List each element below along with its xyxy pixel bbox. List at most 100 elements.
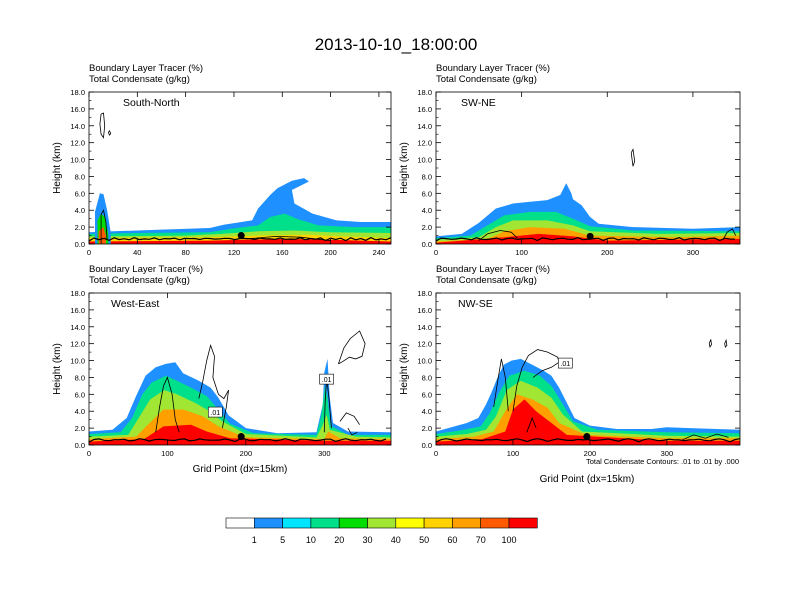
plot-area: .01 <box>436 338 740 445</box>
y-tick-label: 2.0 <box>422 424 432 433</box>
panel-title-line-2: Total Condensate (g/kg) <box>89 74 190 85</box>
panel-title-line-1: Boundary Layer Tracer (%) <box>89 63 203 74</box>
y-axis-label: Height (km) <box>52 343 63 395</box>
condensate-contour-4 <box>724 338 728 348</box>
x-tick-label: 300 <box>687 248 700 257</box>
colorbar-label-4: 30 <box>362 535 372 545</box>
y-axis-label: Height (km) <box>52 142 63 194</box>
y-tick-label: 6.0 <box>422 189 432 198</box>
y-tick-label: 14.0 <box>70 122 85 131</box>
panel-label: South-North <box>123 97 180 109</box>
panel-nw-se: Boundary Layer Tracer (%) Total Condensa… <box>399 264 741 485</box>
x-tick-label: 240 <box>373 248 386 257</box>
colorbar-swatch-5 <box>367 517 397 529</box>
colorbar-swatch-1 <box>254 517 283 529</box>
contour-label-box-0 <box>557 357 573 369</box>
colorbar-label-6: 50 <box>419 535 429 545</box>
x-tick-label: 40 <box>133 248 141 257</box>
axes: 0.0 2.0 4.0 6.0 8.0 10.0 12.0 14.0 16.0 18.0 0 40 80… <box>70 88 392 257</box>
y-tick-label: 4.0 <box>422 206 432 215</box>
panel-title-line-2: Total Condensate (g/kg) <box>436 275 537 286</box>
y-tick-label: 8.0 <box>75 172 85 181</box>
panel-label: West-East <box>111 298 159 310</box>
y-tick-label: 16.0 <box>417 306 432 315</box>
plot-area: .01 .01 <box>89 330 391 445</box>
y-tick-label: 8.0 <box>422 172 432 181</box>
y-tick-label: 4.0 <box>75 206 85 215</box>
plot-field <box>436 148 740 244</box>
x-tick-label: 200 <box>240 449 253 458</box>
x-tick-label: 300 <box>318 449 331 458</box>
colorbar-label-3: 20 <box>334 535 344 545</box>
x-tick-label: 100 <box>507 449 520 458</box>
condensate-contour-2 <box>526 416 537 433</box>
condensate-contour-1 <box>107 130 112 136</box>
condensate-contour-2 <box>722 228 737 240</box>
colorbar-swatch-4 <box>338 517 368 529</box>
panel-label: SW-NE <box>461 97 496 109</box>
y-tick-label: 2.0 <box>422 223 432 232</box>
location-marker-0 <box>583 433 591 441</box>
x-tick-label: 0 <box>434 248 438 257</box>
condensate-contour-5 <box>682 433 729 441</box>
location-marker-0 <box>586 232 594 240</box>
y-tick-label: 14.0 <box>417 323 432 332</box>
y-tick-label: 10.0 <box>70 357 85 366</box>
contour-note: Total Condensate Contours: .01 to .01 by… <box>586 457 739 466</box>
condensate-contour-4 <box>339 412 360 425</box>
location-marker-0 <box>237 433 245 441</box>
x-tick-label: 200 <box>584 449 597 458</box>
y-tick-label: 12.0 <box>70 340 85 349</box>
y-tick-label: 16.0 <box>417 105 432 114</box>
condensate-contour-3 <box>708 339 712 349</box>
y-tick-label: 12.0 <box>417 139 432 148</box>
plot-field: .01 <box>436 338 740 445</box>
colorbar-swatch-7 <box>423 517 453 529</box>
x-tick-label: 200 <box>324 248 337 257</box>
condensate-contour-1 <box>512 349 560 412</box>
y-tick-label: 0.0 <box>75 441 85 450</box>
tracer-region-4 <box>436 399 740 445</box>
panel-south-north: Boundary Layer Tracer (%) Total Condensa… <box>52 63 392 257</box>
y-tick-label: 4.0 <box>75 407 85 416</box>
colorbar-swatch-3 <box>310 517 340 529</box>
panel-label: NW-SE <box>458 298 493 310</box>
terrain-line <box>89 438 387 443</box>
colorbar-swatch-9 <box>480 517 510 529</box>
x-tick-label: 160 <box>276 248 289 257</box>
x-tick-label: 100 <box>515 248 528 257</box>
y-axis-label: Height (km) <box>399 142 410 194</box>
x-tick-label: 120 <box>228 248 241 257</box>
x-tick-label: 100 <box>161 449 174 458</box>
location-marker-0 <box>237 232 245 240</box>
y-tick-label: 8.0 <box>75 373 85 382</box>
y-tick-label: 14.0 <box>70 323 85 332</box>
y-tick-label: 0.0 <box>422 240 432 249</box>
figure-title: 2013-10-10_18:00:00 <box>315 35 478 54</box>
contour-label-box-0 <box>207 406 223 418</box>
panel-title-line-1: Boundary Layer Tracer (%) <box>89 264 203 275</box>
y-tick-label: 16.0 <box>70 306 85 315</box>
colorbar-swatch-6 <box>395 517 425 529</box>
condensate-contour-0 <box>155 376 180 433</box>
plot-area <box>89 112 391 244</box>
condensate-contour-0 <box>99 112 106 139</box>
condensate-contour-5 <box>347 427 358 436</box>
axes: 0.0 2.0 4.0 6.0 8.0 10.0 12.0 14.0 16.0 18.0 0 100 2… <box>417 88 741 257</box>
y-tick-label: 10.0 <box>417 156 432 165</box>
colorbar-label-9: 100 <box>501 535 516 545</box>
plot-area <box>436 148 740 244</box>
y-tick-label: 12.0 <box>70 139 85 148</box>
x-axis-label: Grid Point (dx=15km) <box>193 464 288 475</box>
x-tick-label: 0 <box>87 248 91 257</box>
condensate-contour-0 <box>630 148 636 167</box>
y-tick-label: 10.0 <box>417 357 432 366</box>
colorbar: 1 5 10 20 30 40 50 60 70 100 <box>225 517 538 545</box>
y-tick-label: 2.0 <box>75 424 85 433</box>
y-tick-label: 18.0 <box>70 88 85 97</box>
x-axis-label: Grid Point (dx=15km) <box>540 474 635 485</box>
axes: 0.0 2.0 4.0 6.0 8.0 10.0 12.0 14.0 16.0 18.0 0 100 2… <box>417 289 741 458</box>
condensate-contour-0 <box>493 358 509 412</box>
x-tick-label: 200 <box>601 248 614 257</box>
contour-label-0: .01 <box>210 410 220 417</box>
